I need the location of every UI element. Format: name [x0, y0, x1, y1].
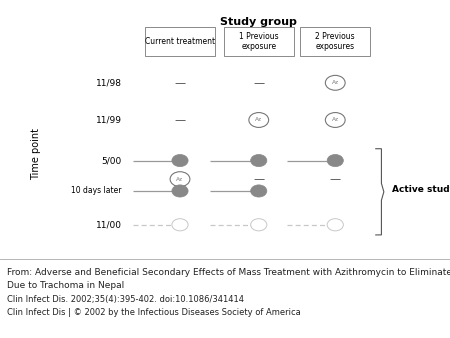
Text: —: — [175, 78, 185, 88]
Text: Time point: Time point [31, 128, 41, 180]
Text: 2 Previous
exposures: 2 Previous exposures [315, 32, 355, 51]
Text: 1 Previous
exposure: 1 Previous exposure [239, 32, 279, 51]
Text: Study group: Study group [220, 17, 297, 27]
Text: Due to Trachoma in Nepal: Due to Trachoma in Nepal [7, 281, 124, 290]
Circle shape [172, 154, 188, 167]
Text: —: — [175, 115, 185, 125]
Text: —: — [253, 174, 264, 184]
FancyBboxPatch shape [145, 27, 215, 56]
Text: From: Adverse and Beneficial Secondary Effects of Mass Treatment with Azithromyc: From: Adverse and Beneficial Secondary E… [7, 268, 450, 276]
Text: —: — [330, 174, 341, 184]
Circle shape [251, 154, 267, 167]
Circle shape [327, 154, 343, 167]
Text: Current treatment: Current treatment [145, 37, 215, 46]
Circle shape [172, 219, 188, 231]
Circle shape [327, 219, 343, 231]
Text: 10 days later: 10 days later [71, 187, 122, 195]
Circle shape [172, 185, 188, 197]
FancyBboxPatch shape [301, 27, 370, 56]
Circle shape [251, 219, 267, 231]
Text: Clin Infect Dis | © 2002 by the Infectious Diseases Society of America: Clin Infect Dis | © 2002 by the Infectio… [7, 308, 301, 317]
Text: Az: Az [176, 177, 184, 182]
Text: Active study period: Active study period [392, 185, 450, 194]
Text: —: — [253, 78, 264, 88]
Text: Az: Az [255, 118, 262, 122]
FancyBboxPatch shape [224, 27, 293, 56]
Circle shape [251, 185, 267, 197]
Text: Clin Infect Dis. 2002;35(4):395-402. doi:10.1086/341414: Clin Infect Dis. 2002;35(4):395-402. doi… [7, 295, 244, 304]
Text: 11/99: 11/99 [95, 116, 122, 124]
Text: Az: Az [332, 118, 339, 122]
Text: Az: Az [332, 80, 339, 85]
Text: 5/00: 5/00 [101, 156, 122, 165]
Text: 11/98: 11/98 [95, 78, 122, 87]
Text: 11/00: 11/00 [95, 220, 122, 229]
